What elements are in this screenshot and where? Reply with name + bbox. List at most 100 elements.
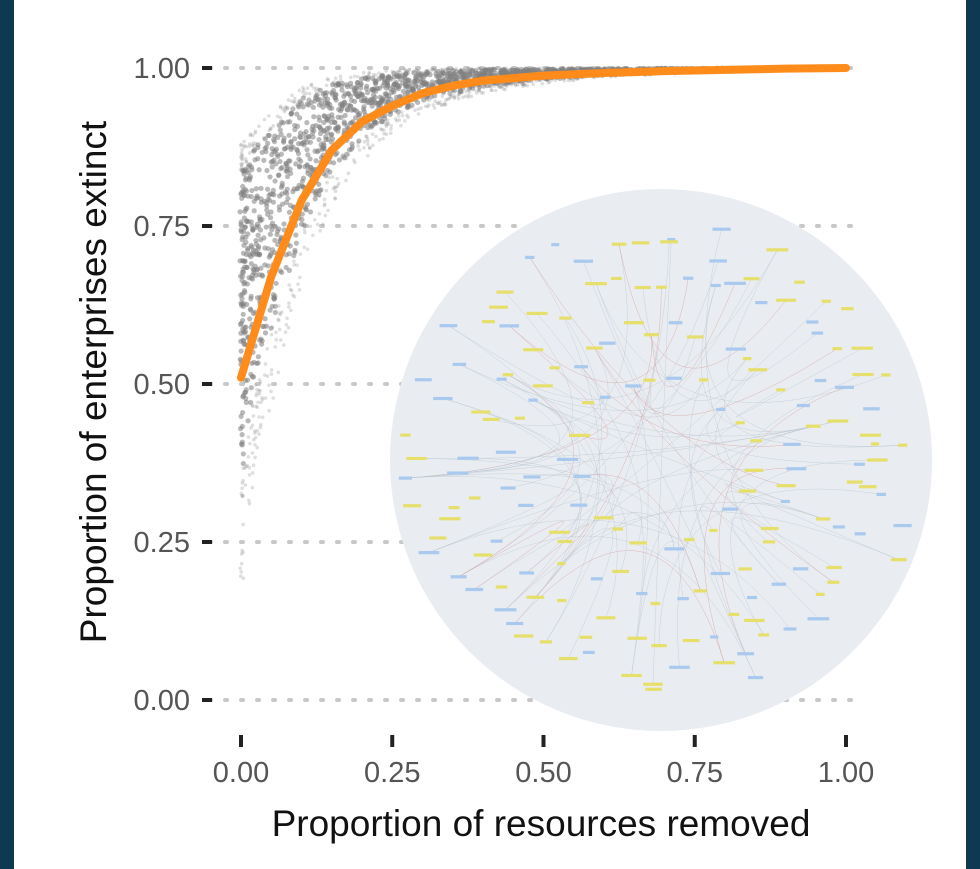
data-point xyxy=(433,79,439,86)
data-point xyxy=(399,123,403,128)
network-node xyxy=(863,407,880,411)
network-node xyxy=(643,378,656,382)
data-point xyxy=(328,139,334,145)
y-tick-label-3: 0.75 xyxy=(134,211,190,243)
network-node xyxy=(841,307,854,311)
data-point xyxy=(429,68,433,73)
data-point xyxy=(292,96,297,101)
data-point xyxy=(356,140,360,145)
data-point xyxy=(299,216,305,223)
data-point xyxy=(248,132,253,136)
data-point xyxy=(285,107,290,111)
network-node xyxy=(514,634,534,638)
network-node xyxy=(682,638,700,643)
data-point xyxy=(285,195,291,202)
data-point xyxy=(251,463,256,468)
data-point xyxy=(241,341,247,347)
network-node xyxy=(846,480,863,484)
network-node xyxy=(495,585,508,589)
data-point xyxy=(297,134,303,140)
data-point xyxy=(553,78,558,83)
network-node xyxy=(570,503,588,507)
data-point xyxy=(391,89,397,95)
data-point xyxy=(438,100,442,105)
data-point xyxy=(335,176,339,181)
data-point xyxy=(395,73,401,80)
data-point xyxy=(427,98,432,102)
data-point xyxy=(451,67,455,72)
network-node xyxy=(747,595,758,600)
data-point xyxy=(312,98,318,104)
data-point xyxy=(267,215,274,221)
data-point xyxy=(260,323,266,329)
data-point xyxy=(331,160,337,166)
data-point xyxy=(240,269,247,275)
network-node xyxy=(794,280,805,284)
data-point xyxy=(309,130,316,136)
data-point xyxy=(335,125,342,131)
data-point xyxy=(380,73,386,79)
network-node xyxy=(743,277,760,281)
data-point xyxy=(532,66,536,71)
network-node xyxy=(398,476,412,480)
network-edge xyxy=(474,512,675,590)
data-point xyxy=(476,88,481,93)
data-point xyxy=(271,137,277,143)
network-node xyxy=(728,612,740,617)
data-point xyxy=(268,159,274,165)
data-point xyxy=(240,156,244,161)
data-point xyxy=(243,466,247,470)
data-point xyxy=(429,79,435,85)
data-point xyxy=(258,265,264,271)
network-node xyxy=(593,516,614,520)
network-node xyxy=(643,682,663,686)
data-point xyxy=(259,272,265,278)
data-point xyxy=(239,142,243,147)
x-tick-label-4: 1.00 xyxy=(818,757,874,789)
network-node xyxy=(713,661,736,665)
network-node xyxy=(473,553,493,557)
data-point xyxy=(569,78,573,82)
data-point xyxy=(269,332,274,337)
data-point xyxy=(432,67,436,72)
network-node xyxy=(549,366,560,370)
data-point xyxy=(403,119,407,123)
network-node xyxy=(710,635,719,639)
data-point xyxy=(289,99,294,103)
data-point xyxy=(427,72,433,78)
data-point xyxy=(317,125,323,131)
network-node xyxy=(827,419,849,423)
data-point xyxy=(292,247,298,253)
data-point xyxy=(240,494,245,499)
network-node xyxy=(669,665,690,669)
network-node xyxy=(744,468,764,472)
data-point xyxy=(444,98,448,102)
data-point xyxy=(265,347,269,351)
data-point xyxy=(272,148,278,154)
network-node xyxy=(890,558,907,562)
data-point xyxy=(323,202,327,206)
data-point xyxy=(287,119,293,125)
data-point xyxy=(413,108,417,113)
data-point xyxy=(312,86,316,90)
data-point xyxy=(240,154,245,158)
network-node xyxy=(710,571,731,576)
data-point xyxy=(287,158,293,164)
data-point xyxy=(267,408,271,413)
data-point xyxy=(362,145,366,150)
data-point xyxy=(255,445,260,450)
data-point xyxy=(296,282,300,286)
data-point xyxy=(380,127,384,132)
network-edge xyxy=(554,367,704,418)
data-point xyxy=(258,185,264,191)
data-point xyxy=(250,485,255,490)
network-node xyxy=(612,527,624,531)
data-point xyxy=(286,98,291,102)
network-node xyxy=(406,456,427,461)
data-point xyxy=(367,71,371,76)
data-point xyxy=(467,72,473,78)
data-point xyxy=(316,148,322,154)
data-point xyxy=(451,77,457,83)
data-point xyxy=(505,84,509,88)
data-point xyxy=(240,451,246,457)
